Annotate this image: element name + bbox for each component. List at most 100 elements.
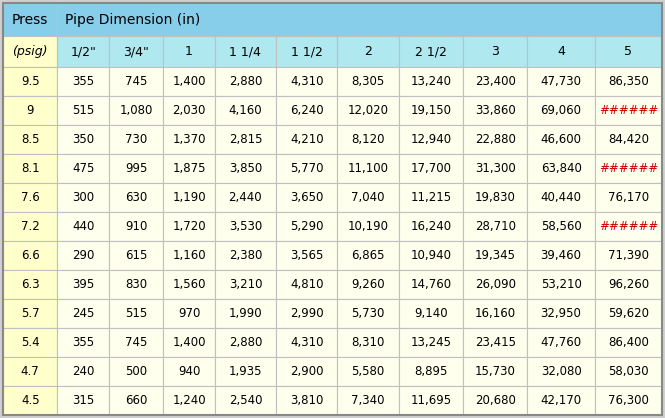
Text: 6.3: 6.3 xyxy=(21,278,39,291)
Bar xyxy=(57,270,109,299)
Text: 53,210: 53,210 xyxy=(541,278,581,291)
Text: 5,580: 5,580 xyxy=(352,365,385,378)
Bar xyxy=(337,154,399,183)
Text: 4,810: 4,810 xyxy=(290,278,324,291)
Bar xyxy=(337,270,399,299)
Text: 5.4: 5.4 xyxy=(21,336,39,349)
Bar xyxy=(276,357,337,386)
Bar xyxy=(399,96,463,125)
Text: 2,030: 2,030 xyxy=(172,104,205,117)
Bar xyxy=(399,125,463,154)
Bar xyxy=(337,357,399,386)
Bar xyxy=(527,357,595,386)
Bar xyxy=(215,357,276,386)
Bar xyxy=(399,241,463,270)
Bar xyxy=(595,299,662,328)
Text: 2,540: 2,540 xyxy=(229,394,262,407)
Bar xyxy=(595,357,662,386)
Text: 19,150: 19,150 xyxy=(410,104,452,117)
Bar xyxy=(463,183,527,212)
Bar xyxy=(527,241,595,270)
Bar xyxy=(276,96,337,125)
Bar xyxy=(463,270,527,299)
Text: 7.2: 7.2 xyxy=(21,220,40,233)
Bar xyxy=(164,357,215,386)
Bar xyxy=(276,67,337,96)
Text: 2,990: 2,990 xyxy=(290,307,324,320)
Bar xyxy=(164,96,215,125)
Text: 1/2": 1/2" xyxy=(70,45,96,58)
Bar xyxy=(215,183,276,212)
Bar xyxy=(276,386,337,415)
Bar xyxy=(3,67,57,96)
Text: 5.7: 5.7 xyxy=(21,307,39,320)
Bar xyxy=(337,386,399,415)
Bar xyxy=(337,36,399,67)
Bar xyxy=(463,212,527,241)
Bar xyxy=(527,270,595,299)
Bar xyxy=(215,299,276,328)
Text: 15,730: 15,730 xyxy=(475,365,516,378)
Bar xyxy=(595,386,662,415)
Text: 2 1/2: 2 1/2 xyxy=(415,45,447,58)
Bar xyxy=(164,270,215,299)
Text: 2,880: 2,880 xyxy=(229,75,262,88)
Bar xyxy=(463,154,527,183)
Text: 315: 315 xyxy=(72,394,94,407)
Bar xyxy=(3,241,57,270)
Bar xyxy=(215,328,276,357)
Text: 245: 245 xyxy=(72,307,94,320)
Text: 4,310: 4,310 xyxy=(290,75,324,88)
Bar xyxy=(276,299,337,328)
Bar xyxy=(3,3,57,36)
Bar xyxy=(3,154,57,183)
Text: 7.6: 7.6 xyxy=(21,191,40,204)
Text: 2,815: 2,815 xyxy=(229,133,262,146)
Bar xyxy=(595,125,662,154)
Text: 6.6: 6.6 xyxy=(21,249,40,262)
Text: 1: 1 xyxy=(185,45,193,58)
Text: 1,190: 1,190 xyxy=(172,191,206,204)
Bar xyxy=(109,386,164,415)
Text: 8,120: 8,120 xyxy=(351,133,385,146)
Bar xyxy=(215,386,276,415)
Text: 730: 730 xyxy=(125,133,147,146)
Bar xyxy=(109,36,164,67)
Text: 63,840: 63,840 xyxy=(541,162,581,175)
Text: 17,700: 17,700 xyxy=(410,162,452,175)
Text: 1,240: 1,240 xyxy=(172,394,206,407)
Text: 28,710: 28,710 xyxy=(475,220,516,233)
Text: 40,440: 40,440 xyxy=(541,191,582,204)
Bar xyxy=(527,299,595,328)
Bar xyxy=(527,96,595,125)
Bar xyxy=(109,67,164,96)
Bar xyxy=(595,154,662,183)
Text: 5,770: 5,770 xyxy=(290,162,324,175)
Bar xyxy=(215,67,276,96)
Bar xyxy=(109,183,164,212)
Bar xyxy=(276,270,337,299)
Text: 3/4": 3/4" xyxy=(123,45,149,58)
Bar xyxy=(3,386,57,415)
Bar xyxy=(57,299,109,328)
Text: 4,210: 4,210 xyxy=(290,133,324,146)
Text: 19,345: 19,345 xyxy=(475,249,516,262)
Text: 3,530: 3,530 xyxy=(229,220,262,233)
Bar xyxy=(215,154,276,183)
Bar xyxy=(164,154,215,183)
Text: 3: 3 xyxy=(491,45,499,58)
Bar xyxy=(595,270,662,299)
Text: 630: 630 xyxy=(125,191,147,204)
Bar xyxy=(527,386,595,415)
Bar xyxy=(57,357,109,386)
Text: 39,460: 39,460 xyxy=(541,249,582,262)
Text: 4: 4 xyxy=(557,45,565,58)
Bar xyxy=(337,125,399,154)
Bar xyxy=(399,270,463,299)
Bar xyxy=(595,96,662,125)
Bar xyxy=(595,67,662,96)
Bar xyxy=(164,241,215,270)
Text: 995: 995 xyxy=(125,162,147,175)
Bar xyxy=(463,96,527,125)
Text: 355: 355 xyxy=(72,75,94,88)
